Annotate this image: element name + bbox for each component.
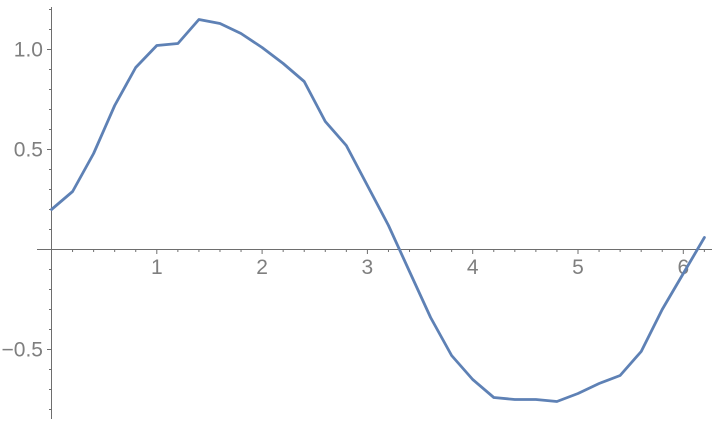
y-tick-label: 1.0 [14,39,43,62]
x-tick-label: 6 [677,256,689,279]
y-axis [47,7,52,419]
x-tick-label: 5 [572,256,584,279]
x-tick-label: 4 [467,256,479,279]
x-tick-label: 3 [362,256,374,279]
y-tick-label: 0.5 [14,139,43,162]
data-line [50,18,706,403]
y-tick-label: −0.5 [2,339,43,362]
x-axis [37,249,712,254]
x-tick-label: 1 [151,256,163,279]
x-tick-label: 2 [256,256,268,279]
y-tick-labels: 1.0 0.5 −0.5 [2,39,43,362]
x-tick-labels: 1 2 3 4 5 6 [151,256,689,279]
